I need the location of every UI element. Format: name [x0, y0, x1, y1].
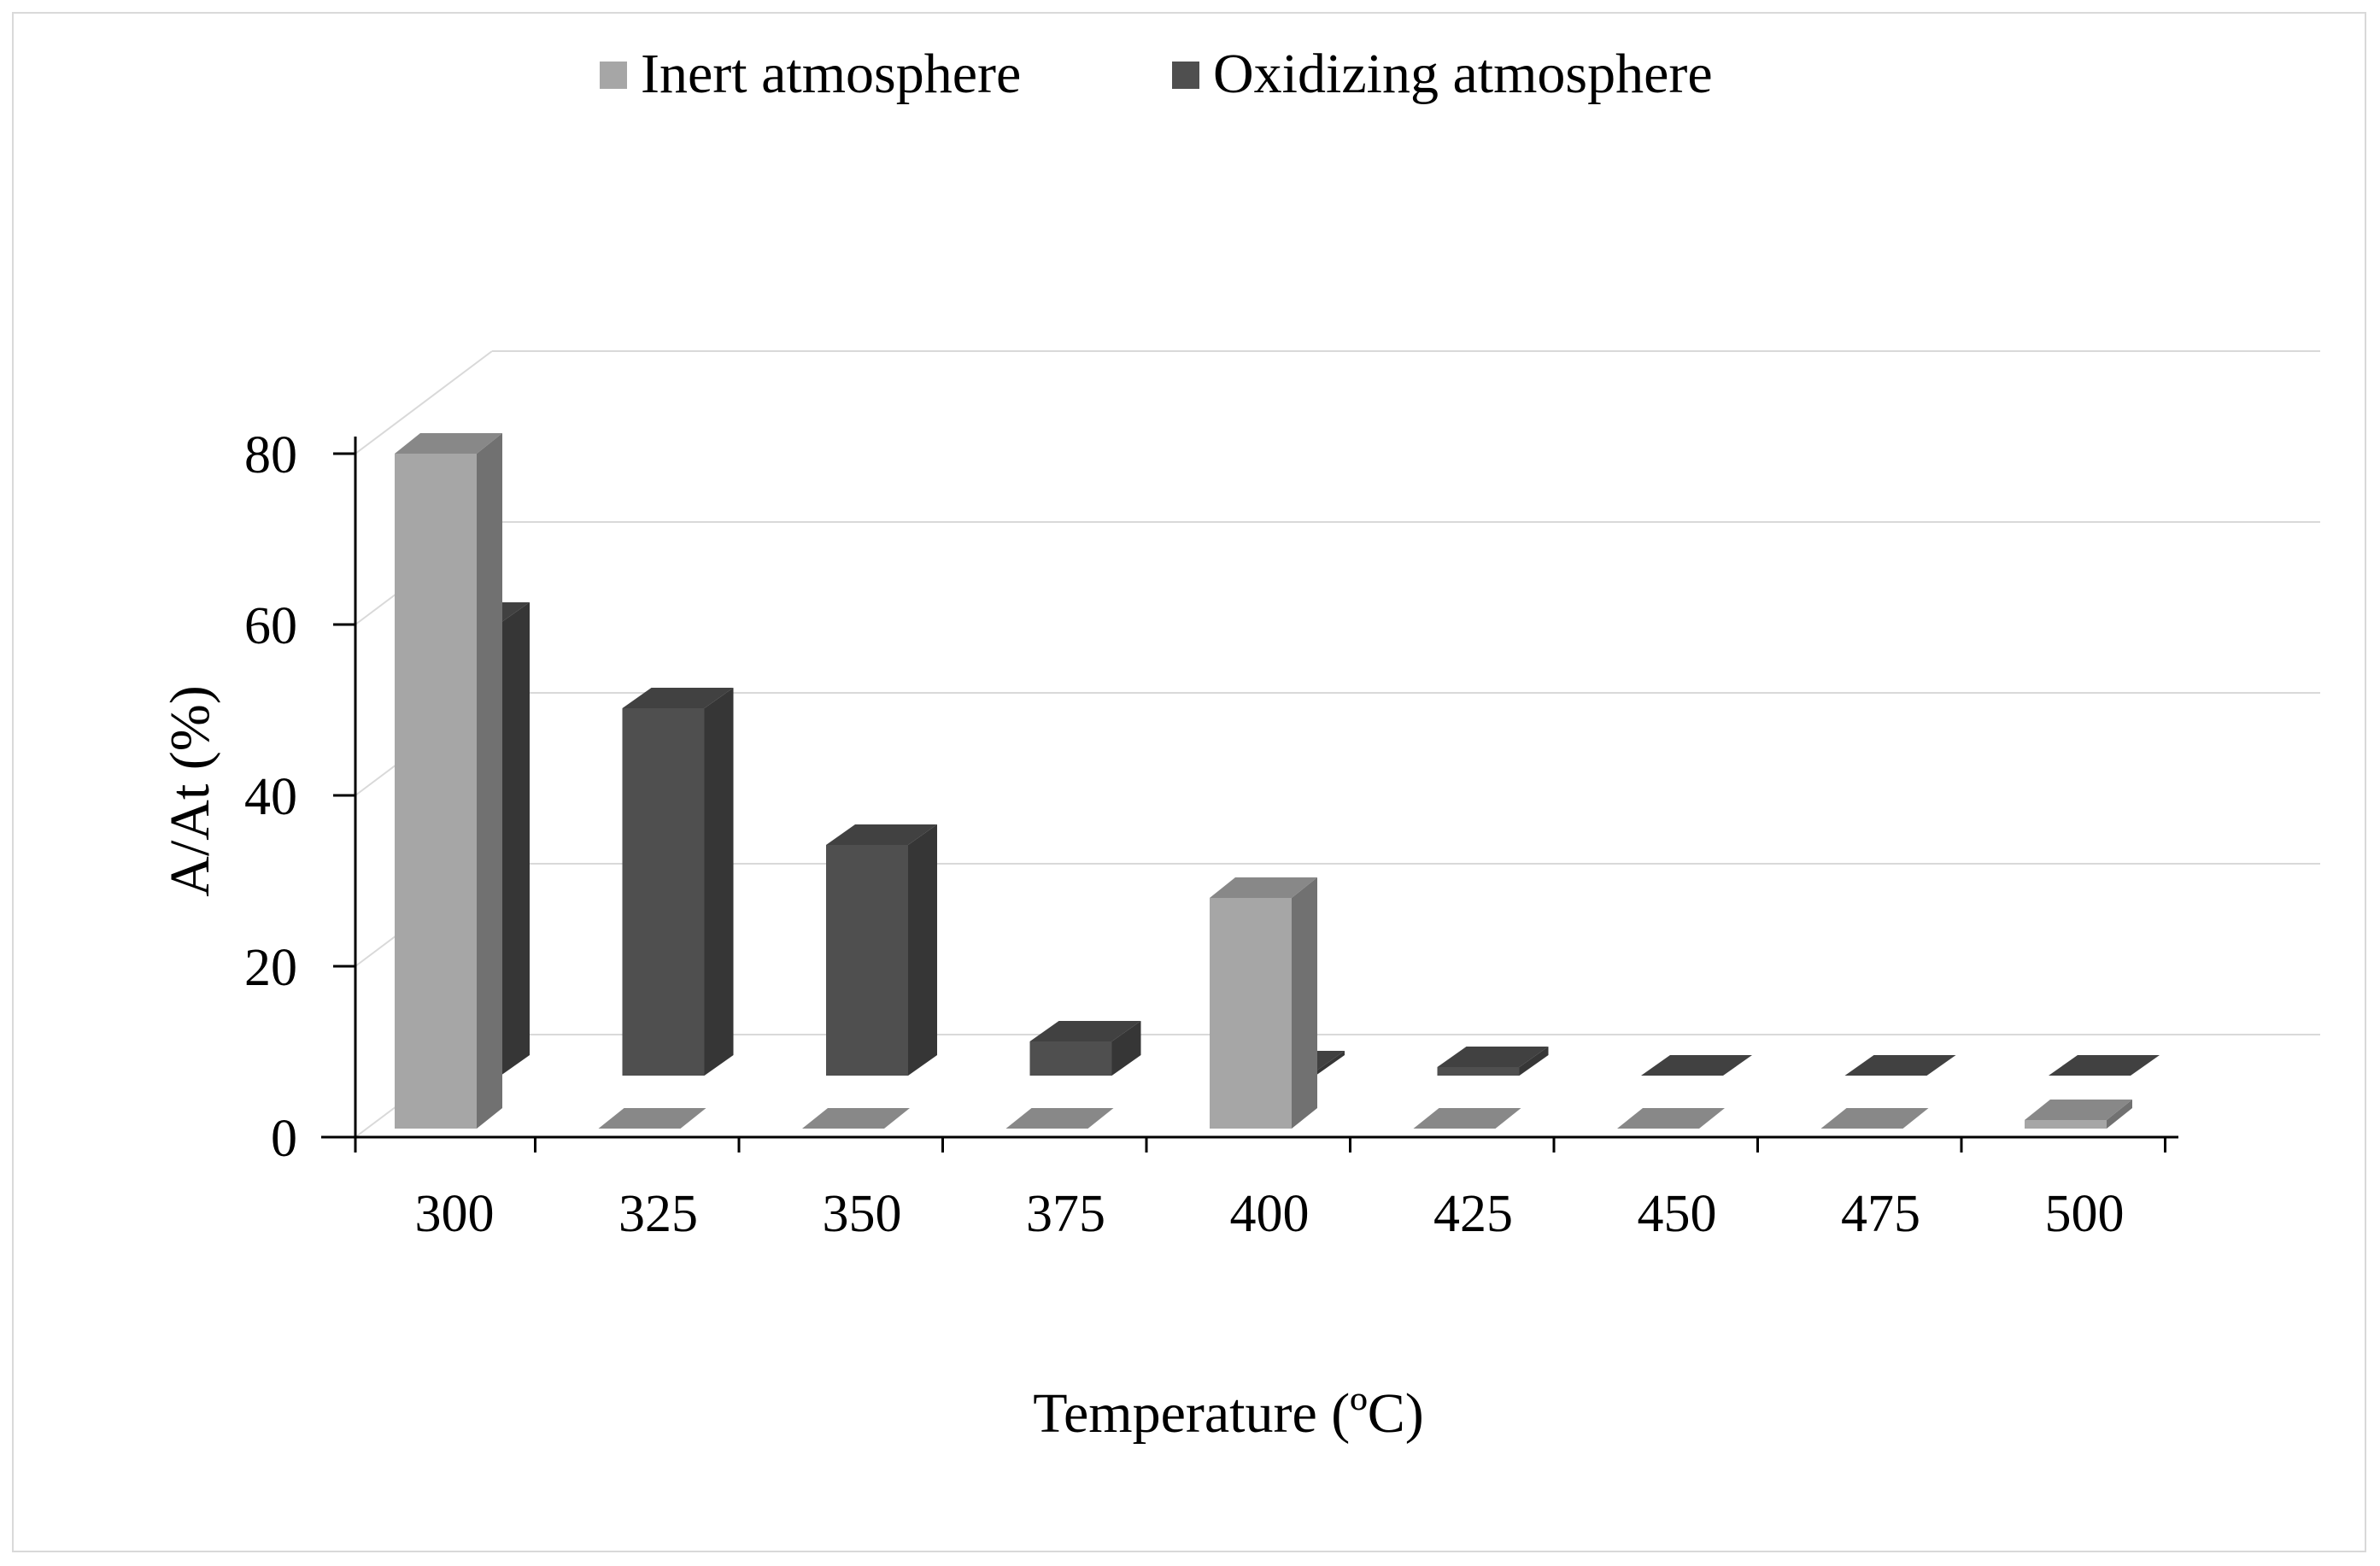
x-tick-label: 475 — [1841, 1185, 1920, 1243]
bar-inert — [598, 1108, 706, 1129]
bar-inert — [1617, 1108, 1725, 1129]
x-tick-label: 450 — [1638, 1185, 1717, 1243]
bar-oxidizing-top — [1029, 1021, 1141, 1041]
bar-oxidizing-top — [1641, 1055, 1752, 1076]
bar-oxidizing-side — [908, 824, 937, 1076]
bar-inert-top — [1005, 1108, 1114, 1129]
x-axis-title: Temperature (ºC) — [1033, 1382, 1423, 1445]
legend-label-inert: Inert atmosphere — [641, 43, 1021, 105]
bar-oxidizing-side — [704, 688, 734, 1076]
bar-inert — [802, 1108, 910, 1129]
bar-inert-top — [802, 1108, 910, 1129]
legend-swatch-inert — [600, 62, 627, 89]
bar-inert-front — [395, 454, 477, 1129]
bar-inert — [395, 433, 502, 1129]
x-tick-labels: 300 325 350 375 400 425 450 475 500 — [415, 1185, 2125, 1243]
x-tick-label: 300 — [415, 1185, 495, 1243]
bar-oxidizing-top — [2049, 1055, 2160, 1076]
bar-oxidizing-top — [622, 688, 734, 708]
x-tick-label: 325 — [618, 1185, 698, 1243]
bar-inert-top — [1617, 1108, 1725, 1129]
bar-oxidizing-top — [1844, 1055, 1956, 1076]
bar-oxidizing-side — [1111, 1021, 1141, 1076]
y-tick-label: 0 — [271, 1110, 297, 1168]
bar-oxidizing-front — [826, 845, 908, 1076]
y-axis-title: A/At (%) — [159, 685, 221, 896]
x-tick-label: 425 — [1433, 1185, 1513, 1243]
bar-inert — [1820, 1108, 1929, 1129]
x-tick-label: 350 — [823, 1185, 902, 1243]
side-gridline — [355, 350, 493, 455]
bar-inert — [2025, 1100, 2132, 1129]
bar-oxidizing — [1437, 1047, 1549, 1076]
bar-chart: 0 20 40 60 80 300 325 350 375 400 425 450 475 500 Te… — [159, 43, 2320, 1445]
bar-inert-front — [1210, 898, 1292, 1129]
bar-inert-side — [477, 433, 502, 1129]
bar-oxidizing — [1641, 1055, 1752, 1076]
legend-label-oxidizing: Oxidizing atmosphere — [1213, 43, 1713, 105]
bar-oxidizing — [1029, 1021, 1141, 1076]
legend: Inert atmosphere Oxidizing atmosphere — [600, 43, 1713, 105]
bar-inert-top — [1820, 1108, 1929, 1129]
bar-oxidizing — [622, 688, 734, 1076]
bar-oxidizing-top — [1437, 1047, 1549, 1067]
x-tick-label: 500 — [2045, 1185, 2125, 1243]
bar-oxidizing — [826, 824, 937, 1076]
bar-oxidizing-top — [826, 824, 937, 845]
bar-oxidizing-front — [1029, 1041, 1112, 1076]
gridlines — [355, 350, 2320, 1138]
x-tick-label: 400 — [1230, 1185, 1310, 1243]
y-tick-label: 40 — [244, 768, 297, 826]
bar-oxidizing-side — [1519, 1047, 1549, 1076]
bar-oxidizing-side — [1316, 1051, 1345, 1076]
x-tick-label: 375 — [1026, 1185, 1105, 1243]
bar-inert — [1413, 1108, 1521, 1129]
y-tick-label: 20 — [244, 939, 297, 997]
bar-inert-side — [2107, 1100, 2132, 1129]
y-tick-label: 80 — [244, 426, 297, 484]
bar-oxidizing-front — [622, 708, 705, 1076]
bar-inert — [1210, 877, 1317, 1129]
bar-inert — [1005, 1108, 1114, 1129]
bar-inert-top — [598, 1108, 706, 1129]
bar-inert-top — [1413, 1108, 1521, 1129]
bar-inert-top — [395, 433, 502, 454]
bar-oxidizing-front — [1437, 1067, 1520, 1076]
bar-inert-side — [1292, 877, 1317, 1129]
bar-inert-front — [2025, 1120, 2107, 1129]
inert-series-bars — [395, 433, 2132, 1129]
bar-inert-top — [1210, 877, 1317, 898]
legend-swatch-oxidizing — [1172, 62, 1199, 89]
y-tick-labels: 0 20 40 60 80 — [244, 426, 297, 1168]
bar-oxidizing — [2049, 1055, 2160, 1076]
bar-inert-top — [2025, 1100, 2132, 1120]
bar-oxidizing — [1844, 1055, 1956, 1076]
bar-oxidizing-side — [501, 602, 530, 1076]
axes — [321, 437, 2178, 1153]
chart-frame: 0 20 40 60 80 300 325 350 375 400 425 450 475 500 Te… — [12, 12, 2366, 1552]
y-tick-label: 60 — [244, 597, 297, 655]
